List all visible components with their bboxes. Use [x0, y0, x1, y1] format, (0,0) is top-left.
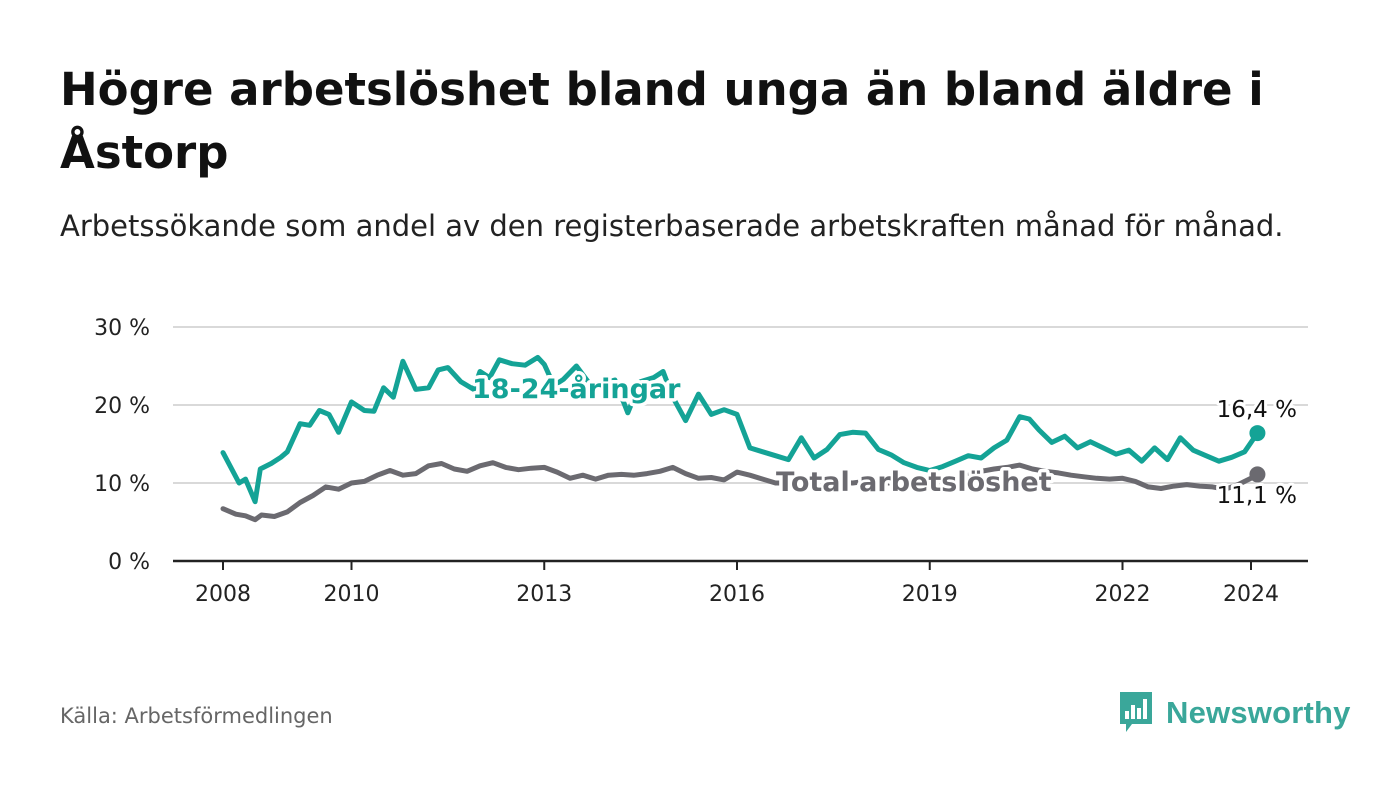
- line-chart: 0 % 10 % 20 % 30 % 2008 2010 2013 2016 2019 2022…: [94, 316, 1308, 607]
- y-axis-tick-labels: 0 % 10 % 20 % 30 %: [94, 316, 150, 575]
- series-label-total: Total arbetslöshet: [776, 467, 1052, 498]
- y-tick-label-20: 20 %: [94, 394, 150, 419]
- bar-chart-speech-bubble-icon: [1120, 692, 1152, 732]
- brand-name: Newsworthy: [1166, 695, 1351, 730]
- x-tick-label-2008: 2008: [195, 582, 251, 607]
- brand-logo: Newsworthy: [1118, 690, 1351, 736]
- x-tick-label-2022: 2022: [1095, 582, 1151, 607]
- y-tick-label-30: 30 %: [94, 316, 150, 341]
- source-note: Källa: Arbetsförmedlingen: [60, 704, 333, 728]
- y-tick-label-10: 10 %: [94, 472, 150, 497]
- x-tick-label-2013: 2013: [516, 582, 572, 607]
- x-tick-label-2016: 2016: [709, 582, 765, 607]
- x-tick-label-2019: 2019: [902, 582, 958, 607]
- y-tick-label-0: 0 %: [108, 550, 150, 575]
- page-title: Högre arbetslöshet bland unga än bland ä…: [60, 63, 1264, 179]
- end-label-youth: 16,4 %: [1217, 397, 1297, 423]
- series-label-youth: 18-24-åringar: [472, 373, 681, 405]
- series-line-youth: [220, 354, 1260, 505]
- series-labels: 18-24-åringar Total arbetslöshet 16,4 % 11,…: [469, 370, 1301, 513]
- x-tick-label-2024: 2024: [1223, 582, 1279, 607]
- series-end-point-total: [1249, 466, 1266, 483]
- series-line-total: [220, 460, 1260, 523]
- series-lines: [220, 354, 1266, 523]
- x-axis: 2008 2010 2013 2016 2019 2022 2024: [173, 559, 1308, 607]
- end-label-total: 11,1 %: [1217, 483, 1297, 509]
- x-tick-label-2010: 2010: [324, 582, 380, 607]
- series-end-point-youth: [1249, 425, 1266, 442]
- chart-subtitle: Arbetssökande som andel av den registerb…: [60, 209, 1284, 243]
